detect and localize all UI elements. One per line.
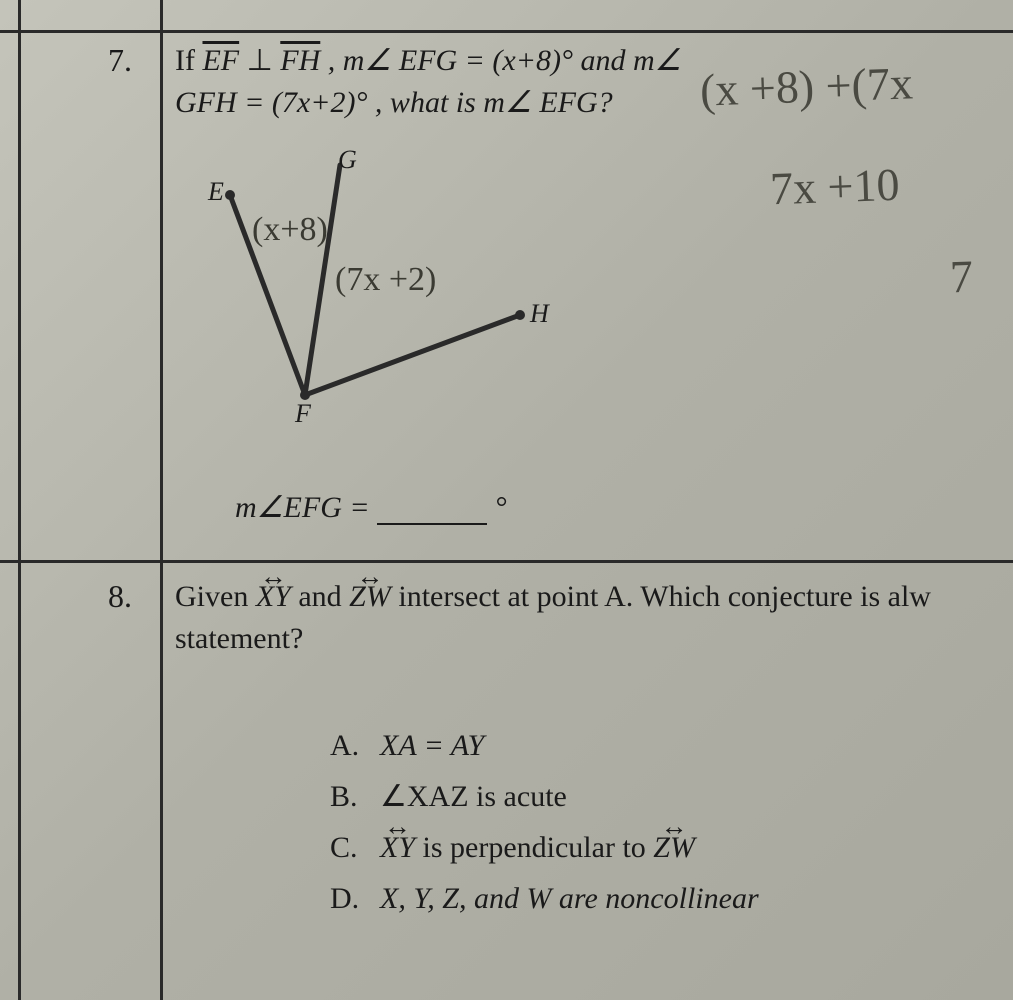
q8-text-rest: intersect at point A. Which conjecture i…	[391, 580, 931, 613]
choice-b-letter: B.	[330, 771, 380, 822]
q8-choices: A. XA = AY B. ∠XAZ is acute C. XY is per…	[330, 720, 759, 924]
q7-degree: °	[495, 491, 507, 524]
handwriting-line-3: 7	[949, 250, 974, 304]
handwriting-line-1: (x +8) +(7x	[699, 56, 914, 116]
q7-seg-ef: EF	[202, 44, 239, 77]
label-e: E	[207, 177, 224, 206]
choice-a-letter: A.	[330, 720, 380, 771]
choice-c-zw: ZW	[653, 822, 695, 873]
question-number-8: 8.	[108, 578, 132, 615]
q7-perp: ⊥	[239, 44, 280, 77]
q8-text-given: Given	[175, 580, 256, 613]
worksheet-page: 7. If EF ⊥ FH , m∠ EFG = (x+8)° and m∠ G…	[0, 0, 1013, 1000]
q8-line2: statement?	[175, 622, 303, 655]
label-g: G	[338, 150, 357, 174]
choice-c: C. XY is perpendicular to ZW	[330, 822, 759, 873]
q8-line-zw: ZW	[349, 576, 391, 618]
q8-text-and: and	[291, 580, 349, 613]
choice-d-text: X, Y, Z, and W are noncollinear	[380, 873, 759, 924]
q7-prompt: If EF ⊥ FH , m∠ EFG = (x+8)° and m∠ GFH …	[175, 40, 735, 124]
point-h	[515, 310, 525, 320]
q7-text-pre: If	[175, 44, 202, 77]
handwriting-line-2: 7x +10	[769, 158, 900, 215]
angle-diagram-svg: E G H F (x+8) (7x +2)	[190, 150, 590, 430]
choice-a: A. XA = AY	[330, 720, 759, 771]
q7-answer-line: m∠EFG = °	[235, 490, 507, 525]
q8-prompt: Given XY and ZW intersect at point A. Wh…	[175, 576, 1005, 660]
choice-a-text: XA = AY	[380, 720, 484, 771]
label-h: H	[529, 299, 550, 328]
choice-d-letter: D.	[330, 873, 380, 924]
ray-fh	[305, 315, 520, 395]
question-number-7: 7.	[108, 42, 132, 79]
choice-c-mid: is perpendicular to	[415, 831, 653, 864]
q7-answer-blank	[377, 523, 487, 525]
q7-answer-label: m∠EFG =	[235, 491, 370, 524]
point-e	[225, 190, 235, 200]
q7-seg-fh: FH	[280, 44, 320, 77]
choice-c-letter: C.	[330, 822, 380, 873]
table-rule-mid	[0, 560, 1013, 563]
label-f: F	[294, 399, 312, 428]
choice-c-xy: XY	[380, 822, 415, 873]
q8-line-xy: XY	[256, 576, 291, 618]
q7-text-mid: , m∠ EFG = (x+8)° and m∠	[320, 44, 681, 77]
q7-line2: GFH = (7x+2)° , what is m∠ EFG?	[175, 86, 613, 119]
q7-diagram: E G H F (x+8) (7x +2)	[190, 150, 590, 430]
table-rule-vnum	[160, 0, 163, 1000]
table-rule-top	[0, 30, 1013, 33]
choice-d: D. X, Y, Z, and W are noncollinear	[330, 873, 759, 924]
angle-label-1: (x+8)	[252, 211, 328, 248]
table-rule-vleft	[18, 0, 21, 1000]
angle-label-2: (7x +2)	[335, 261, 436, 298]
